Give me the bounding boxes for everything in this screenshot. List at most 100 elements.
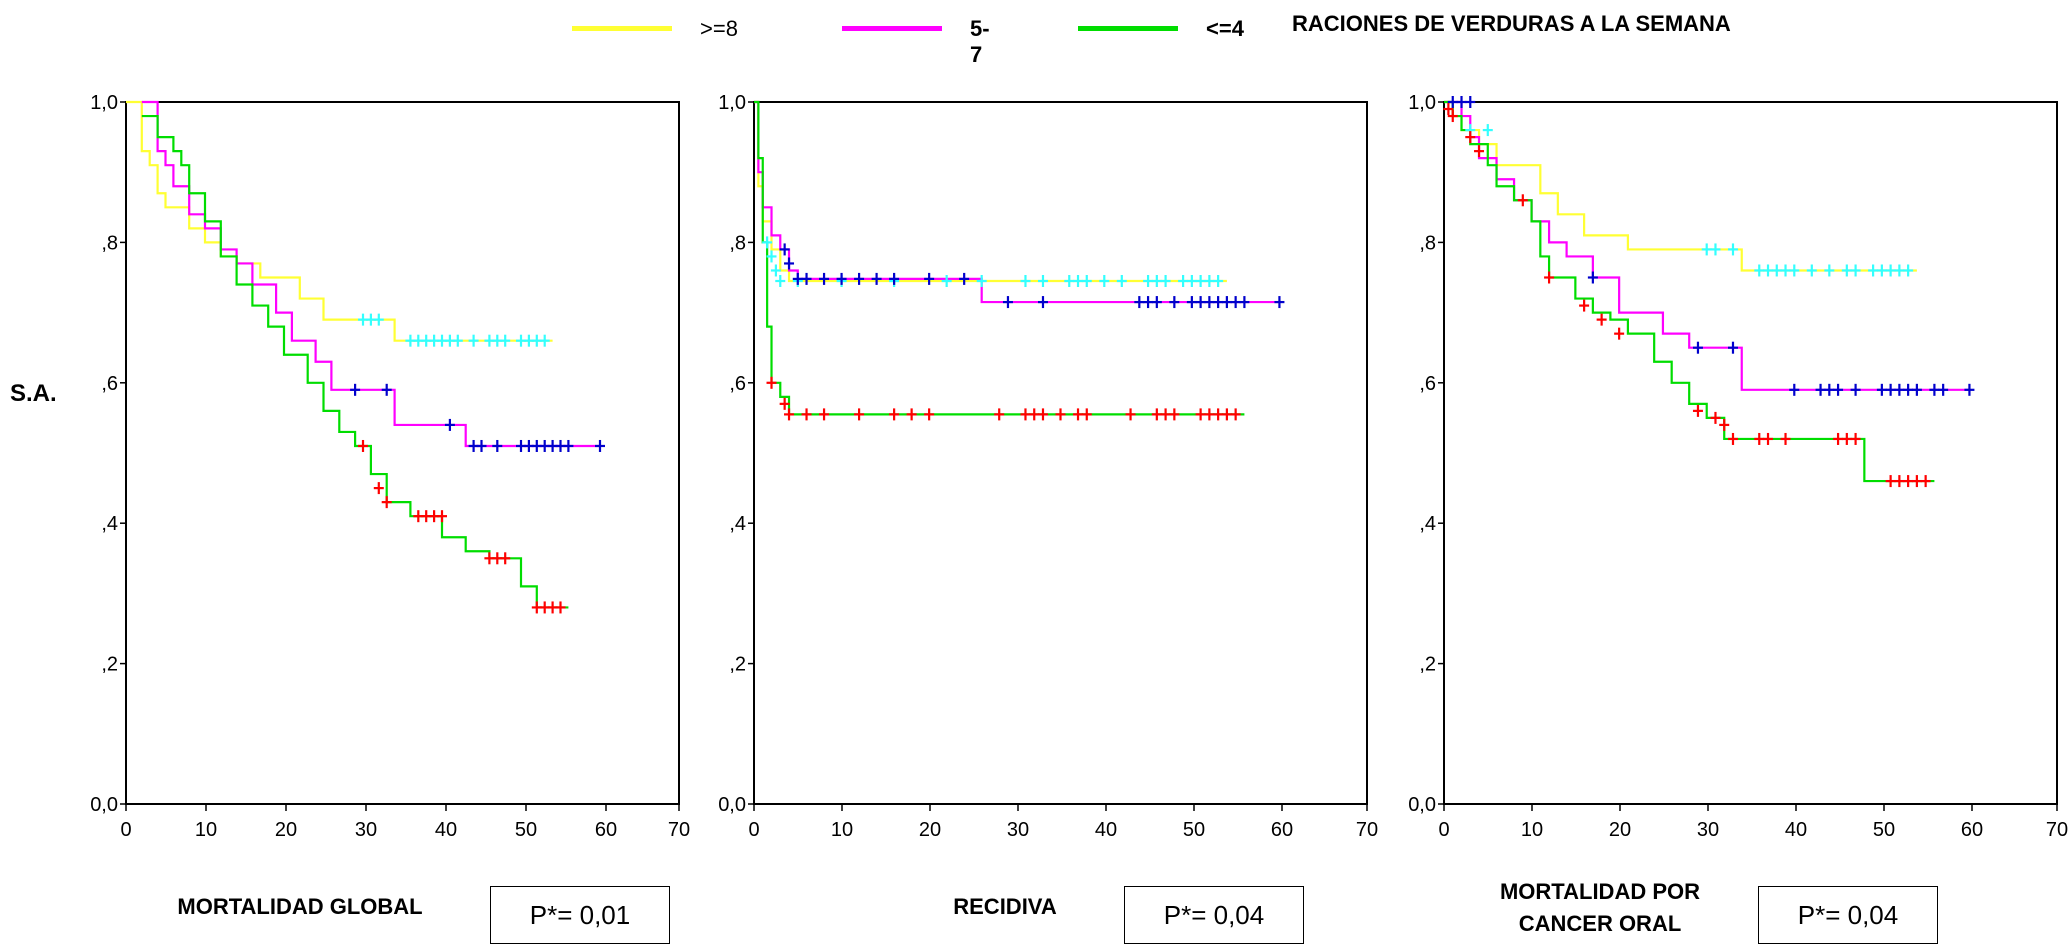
panel-title-global: MORTALIDAD GLOBAL	[140, 894, 460, 920]
censor-mark-mid	[1151, 296, 1162, 309]
censor-mark-mid	[350, 383, 361, 396]
censor-mark-high	[1213, 275, 1224, 288]
x-tick-label: 10	[831, 819, 853, 841]
legend-swatch-low	[1078, 26, 1178, 31]
y-tick-label: ,8	[729, 232, 746, 254]
panel-title-oral: MORTALIDAD POR CANCER ORAL	[1440, 876, 1760, 940]
censor-mark-high	[1885, 264, 1896, 277]
censor-mark-low	[994, 408, 1005, 421]
panel-title-recidiva: RECIDIVA	[900, 894, 1110, 920]
censor-mark-low	[1474, 145, 1485, 158]
x-tick-label: 40	[1095, 819, 1117, 841]
censor-mark-low	[1020, 408, 1031, 421]
censor-mark-low	[906, 408, 917, 421]
censor-mark-mid	[595, 439, 605, 452]
censor-mark-high	[1151, 275, 1162, 288]
x-tick-label: 20	[1609, 819, 1631, 841]
censor-mark-mid	[1692, 341, 1703, 354]
y-tick-label: ,8	[1419, 232, 1436, 254]
censor-mark-low	[1763, 432, 1774, 445]
censor-mark-low	[819, 408, 830, 421]
censor-mark-low	[1911, 475, 1922, 488]
y-tick-label: 0,0	[90, 794, 118, 816]
censor-mark-low	[779, 397, 790, 410]
censor-mark-low	[1125, 408, 1136, 421]
censor-mark-low	[1160, 408, 1171, 421]
censor-mark-high	[1073, 275, 1084, 288]
censor-mark-mid	[1134, 296, 1145, 309]
censor-mark-mid	[1002, 296, 1013, 309]
x-tick-label: 0	[1438, 819, 1449, 841]
censor-mark-high	[762, 236, 773, 249]
censor-mark-mid	[1815, 383, 1826, 396]
censor-mark-mid	[1204, 296, 1215, 309]
censor-mark-mid	[1037, 296, 1048, 309]
censor-mark-low	[924, 408, 935, 421]
x-tick-label: 10	[1521, 819, 1543, 841]
censor-mark-low	[1579, 299, 1590, 312]
censor-mark-low	[437, 510, 447, 523]
censor-mark-mid	[889, 272, 900, 285]
censor-mark-high	[1806, 264, 1817, 277]
x-tick-label: 60	[1271, 819, 1293, 841]
censor-mark-high	[1143, 275, 1154, 288]
y-tick-label: 1,0	[1408, 92, 1436, 114]
censor-mark-mid	[1876, 383, 1887, 396]
y-tick-label: ,8	[101, 232, 118, 254]
censor-mark-low	[1151, 408, 1162, 421]
censor-mark-high	[1763, 264, 1774, 277]
censor-mark-mid	[1727, 341, 1738, 354]
x-tick-label: 30	[1007, 819, 1029, 841]
censor-mark-high	[1099, 275, 1110, 288]
censor-mark-mid	[1169, 296, 1180, 309]
x-tick-label: 70	[1356, 819, 1378, 841]
plot-frame-recidiva	[753, 101, 1368, 805]
series-line-high	[754, 100, 1227, 283]
censor-mark-high	[1020, 275, 1031, 288]
censor-mark-low	[1037, 408, 1048, 421]
censor-mark-mid	[1213, 296, 1224, 309]
censor-mark-high	[500, 334, 511, 347]
censor-mark-low	[1850, 432, 1861, 445]
censor-mark-low	[1894, 475, 1905, 488]
censor-mark-low	[889, 408, 900, 421]
censor-mark-high	[1482, 124, 1493, 137]
censor-mark-mid	[1587, 271, 1598, 284]
panel-title-global-line: MORTALIDAD GLOBAL	[177, 894, 423, 919]
y-tick-label: ,4	[729, 513, 746, 535]
plot-frame-global	[125, 101, 680, 805]
panel-title-oral-line1: MORTALIDAD POR	[1499, 879, 1701, 904]
censor-mark-low	[1447, 110, 1458, 123]
censor-mark-mid	[836, 272, 847, 285]
censor-mark-low	[500, 552, 511, 565]
censor-mark-mid	[1903, 383, 1914, 396]
censor-mark-low	[784, 408, 795, 421]
censor-mark-high	[766, 250, 777, 263]
censor-mark-mid	[1230, 296, 1241, 309]
x-tick-label: 40	[435, 819, 457, 841]
censor-mark-high	[1701, 243, 1712, 256]
x-tick-label: 30	[355, 819, 377, 841]
p-value-box-global: P*= 0,01	[490, 886, 670, 944]
censor-mark-high	[468, 334, 479, 347]
censor-mark-high	[1841, 264, 1852, 277]
censor-mark-mid	[1143, 296, 1154, 309]
censor-mark-low	[1719, 418, 1730, 431]
x-tick-label: 70	[2046, 819, 2068, 841]
censor-mark-mid	[801, 272, 812, 285]
censor-mark-high	[1894, 264, 1905, 277]
y-tick-label: 0,0	[718, 794, 746, 816]
censor-mark-high	[976, 275, 987, 288]
series-line-high	[126, 100, 553, 342]
censor-mark-low	[373, 482, 384, 495]
censor-mark-high	[941, 275, 952, 288]
censor-mark-mid	[1195, 296, 1206, 309]
censor-mark-high	[775, 275, 786, 288]
y-tick-label: ,2	[729, 654, 746, 676]
censor-mark-low	[1692, 404, 1703, 417]
censor-mark-mid	[1885, 383, 1896, 396]
series-line-mid	[754, 100, 1280, 304]
legend-label-low: <=4	[1206, 16, 1244, 41]
censor-mark-mid	[1929, 383, 1940, 396]
